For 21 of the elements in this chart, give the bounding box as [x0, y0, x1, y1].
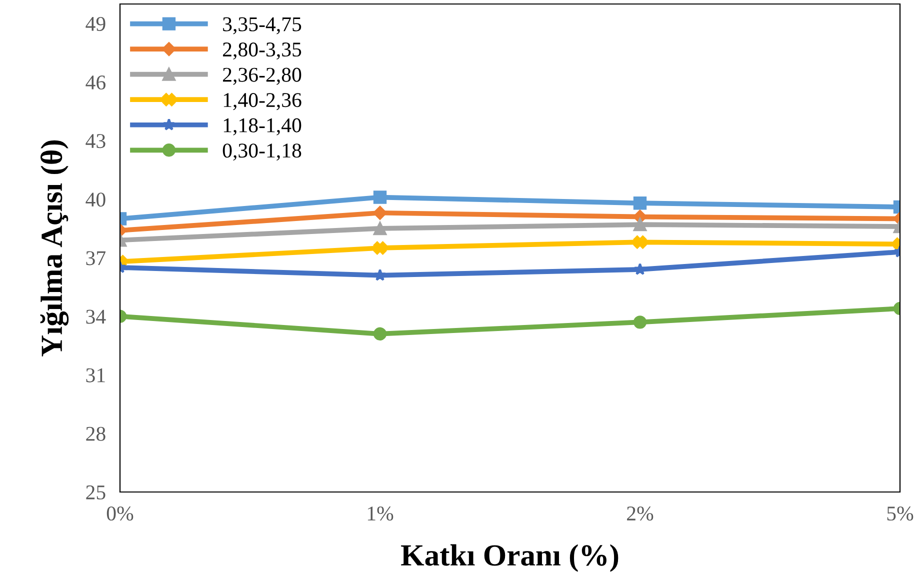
legend-label: 0,30-1,18	[222, 144, 302, 161]
y-tick-label: 28	[86, 426, 106, 441]
y-tick-label: 49	[86, 16, 106, 31]
x-tick-label: 1%	[368, 506, 394, 521]
y-tick-label: 37	[86, 251, 106, 266]
legend-label: 3,35-4,75	[223, 17, 302, 34]
y-tick-label: 34	[86, 310, 106, 324]
legend-label: 1,40-2,36	[224, 93, 302, 110]
y-tick-label: 31	[86, 368, 105, 382]
legend-label: 1,18-1,40	[224, 118, 302, 136]
y-axis-title: Yığılma Açısı (θ)	[40, 140, 69, 356]
x-axis-title: Katkı Oranı (%)	[401, 544, 618, 572]
y-tick-label: 25	[86, 485, 106, 500]
legend-label: 2,36-2,80	[223, 68, 302, 85]
x-tick-label: 0%	[106, 506, 134, 521]
legend-label: 2,80-3,35	[223, 42, 302, 60]
y-tick-label: 43	[86, 134, 106, 148]
y-tick-label: 40	[86, 192, 106, 207]
x-tick-label: 5%	[887, 506, 914, 521]
x-tick-label: 2%	[627, 506, 654, 521]
y-tick-label: 46	[86, 76, 106, 90]
